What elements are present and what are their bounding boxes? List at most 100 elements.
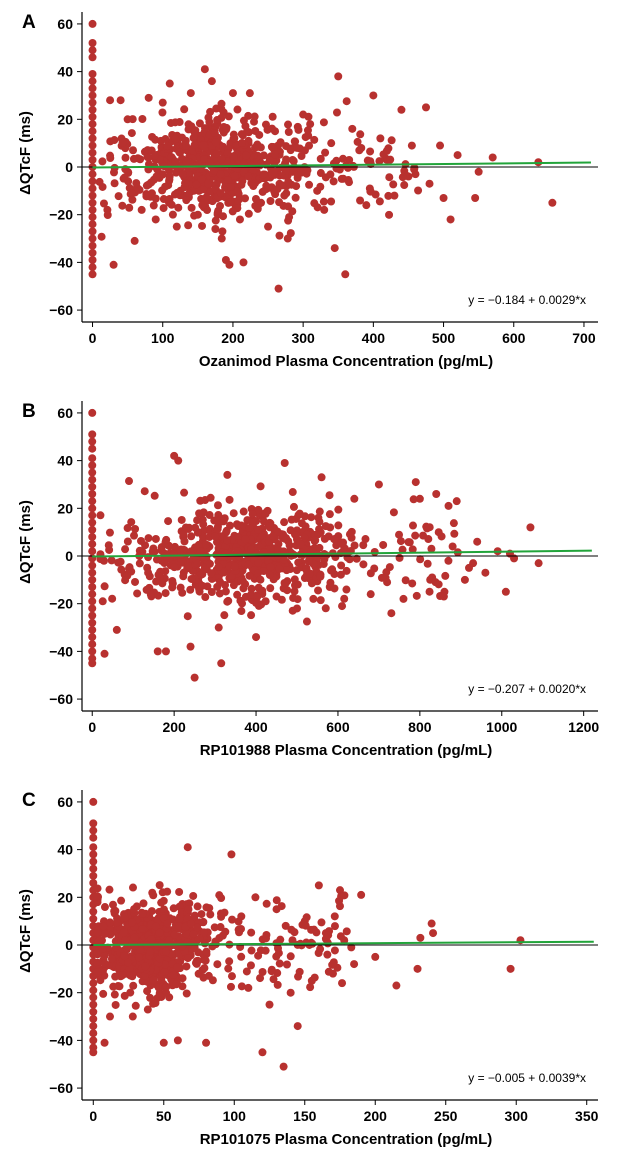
data-point [357,890,366,899]
data-point [89,1022,98,1031]
data-point [89,1000,98,1009]
data-point [88,120,97,129]
data-point [245,571,254,580]
data-point [304,557,313,566]
data-point [290,587,299,596]
data-point [105,885,114,894]
data-point [193,902,202,911]
data-point [282,534,291,543]
data-point [89,843,98,852]
y-tick-label: −20 [49,207,73,223]
data-point [248,510,257,519]
data-point [237,952,246,961]
data-point [88,170,97,179]
data-point [281,921,290,930]
data-point [274,284,283,293]
data-point [168,210,177,219]
data-point [239,507,248,516]
points [88,408,543,682]
data-point [140,971,149,980]
data-point [314,530,323,539]
data-point [239,584,248,593]
data-point [230,134,239,143]
data-point [151,999,160,1008]
data-point [89,1048,98,1057]
data-point [205,904,214,913]
data-point [203,206,212,215]
data-point [151,534,160,543]
data-point [88,490,97,498]
data-point [282,155,291,164]
data-point [377,573,386,582]
data-point [88,84,97,93]
x-axis-title: Ozanimod Plasma Concentration (pg/mL) [199,353,493,370]
data-point [179,572,188,581]
data-point [124,958,133,967]
data-point [196,570,205,579]
data-point [276,138,285,147]
data-point [225,260,234,269]
data-point [148,547,157,556]
data-point [167,200,176,209]
data-point [216,170,225,179]
data-point [110,179,119,188]
data-point [399,594,408,603]
data-point [171,118,180,127]
data-point [362,201,371,210]
data-point [161,182,170,191]
data-point [436,592,445,601]
data-point [153,647,162,656]
data-point [238,599,247,608]
data-point [370,564,379,573]
data-point [288,936,297,945]
x-tick-label: 500 [432,330,456,346]
data-point [326,578,335,587]
data-point [165,79,174,88]
data-point [245,89,254,98]
data-point [269,532,278,541]
data-point [155,928,164,937]
data-point [314,949,323,958]
data-point [193,956,202,965]
data-point [135,559,144,568]
data-point [195,934,204,943]
data-point [258,968,267,977]
data-point [329,177,338,186]
data-point [159,905,168,914]
data-point [88,504,97,513]
data-point [303,126,312,135]
data-point [88,430,97,439]
data-point [287,515,296,524]
data-point [261,120,270,129]
data-point [88,640,97,649]
data-point [250,112,259,121]
data-point [88,540,97,549]
data-point [379,540,388,549]
data-point [89,986,98,995]
data-point [444,556,453,565]
x-tick-label: 200 [162,719,186,735]
data-point [337,561,346,570]
data-point [328,960,337,969]
data-point [214,623,223,632]
data-point [336,570,345,579]
data-point [172,222,181,231]
data-point [253,204,262,213]
data-point [178,982,187,991]
data-point [163,142,172,151]
data-point [88,633,97,642]
regression-equation: y = −0.207 + 0.0020*x [468,682,586,696]
data-point [316,596,325,605]
data-point [288,606,297,615]
data-point [272,896,281,905]
data-point [366,157,375,166]
data-point [385,210,394,219]
data-point [339,154,348,163]
data-point [215,891,224,900]
data-point [327,566,336,575]
data-point [171,135,180,144]
data-point [130,905,139,914]
data-point [210,129,219,138]
data-point [88,568,97,577]
